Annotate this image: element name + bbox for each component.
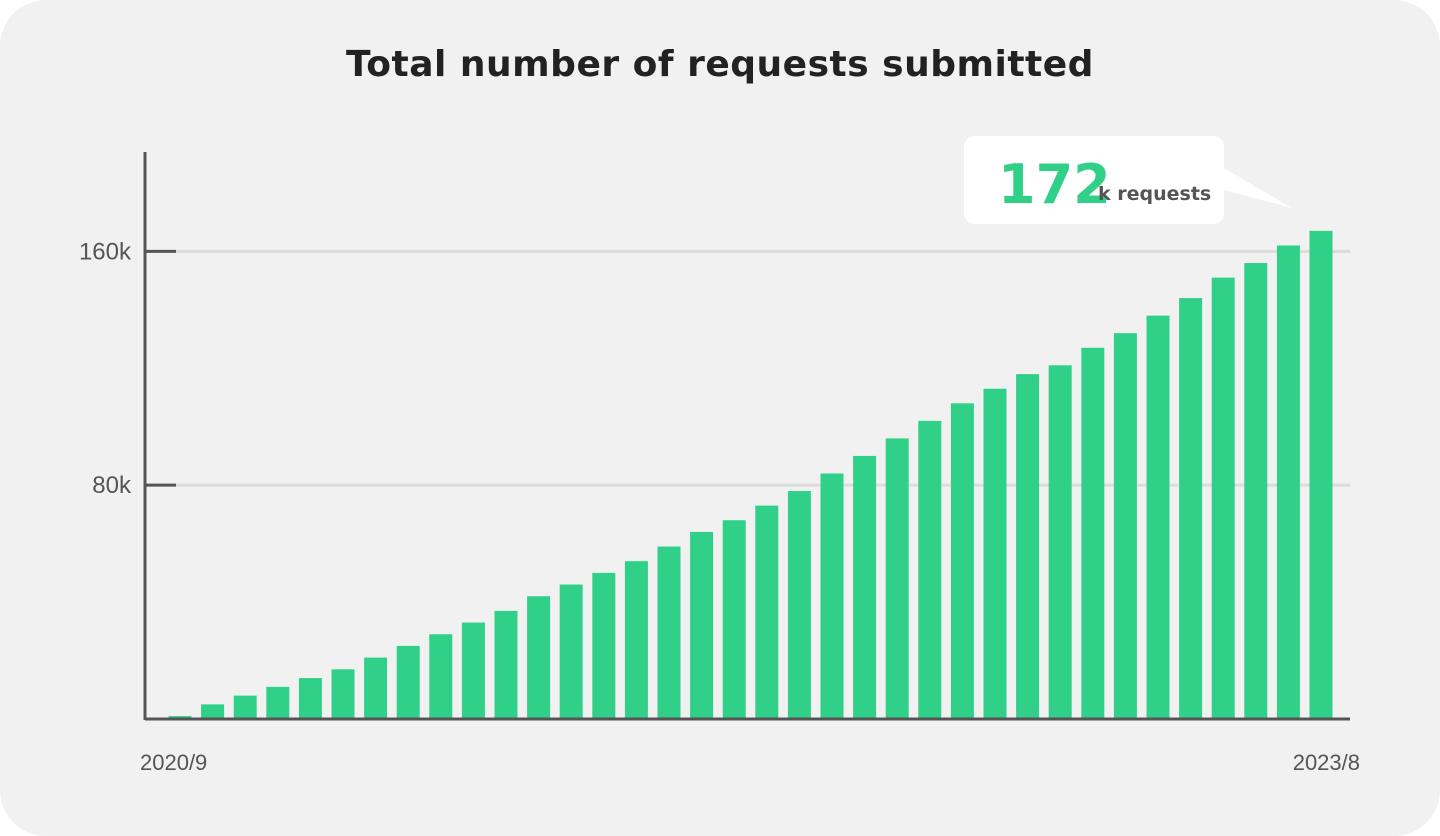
bar bbox=[494, 610, 518, 719]
bar bbox=[885, 438, 909, 719]
bar bbox=[755, 505, 779, 719]
bar bbox=[1146, 315, 1170, 719]
callout-unit: k requests bbox=[1098, 183, 1211, 205]
bar bbox=[1211, 277, 1235, 719]
bar bbox=[1309, 230, 1333, 720]
bar bbox=[853, 455, 877, 719]
bar bbox=[1276, 245, 1300, 719]
bar bbox=[201, 704, 225, 719]
bar bbox=[233, 695, 257, 719]
bar bbox=[429, 634, 453, 719]
callout-bubble: 172 k requests bbox=[964, 136, 1292, 224]
bar bbox=[787, 491, 811, 719]
bar bbox=[396, 645, 420, 719]
bar bbox=[1179, 298, 1203, 719]
bars bbox=[168, 230, 1333, 720]
bar bbox=[364, 657, 388, 719]
bar bbox=[592, 572, 616, 719]
x-tick-label-end: 2023/8 bbox=[1293, 750, 1360, 775]
x-tick-label-start: 2020/9 bbox=[140, 750, 207, 775]
y-tick-label: 80k bbox=[92, 472, 132, 499]
bar bbox=[690, 531, 714, 719]
bar bbox=[950, 403, 974, 719]
bar bbox=[527, 596, 551, 719]
bar bbox=[1048, 365, 1072, 719]
bar bbox=[331, 669, 355, 719]
bar bbox=[1081, 347, 1105, 719]
axes bbox=[143, 152, 1350, 721]
bar bbox=[266, 686, 290, 719]
bar bbox=[1016, 374, 1040, 719]
bar bbox=[1244, 263, 1268, 719]
y-tick-label: 160k bbox=[79, 238, 132, 265]
y-ticks: 80k 160k bbox=[79, 238, 176, 499]
callout-box bbox=[964, 136, 1292, 224]
bar bbox=[298, 678, 322, 719]
callout-value: 172 bbox=[998, 153, 1111, 216]
chart-title: Total number of requests submitted bbox=[346, 44, 1094, 85]
bar bbox=[983, 388, 1007, 719]
bar bbox=[1113, 333, 1137, 719]
bar bbox=[820, 473, 844, 719]
bar bbox=[657, 546, 681, 719]
bar bbox=[559, 584, 583, 719]
bar bbox=[722, 520, 746, 719]
bar bbox=[624, 561, 648, 719]
bar bbox=[918, 420, 942, 719]
bar bbox=[461, 622, 485, 719]
